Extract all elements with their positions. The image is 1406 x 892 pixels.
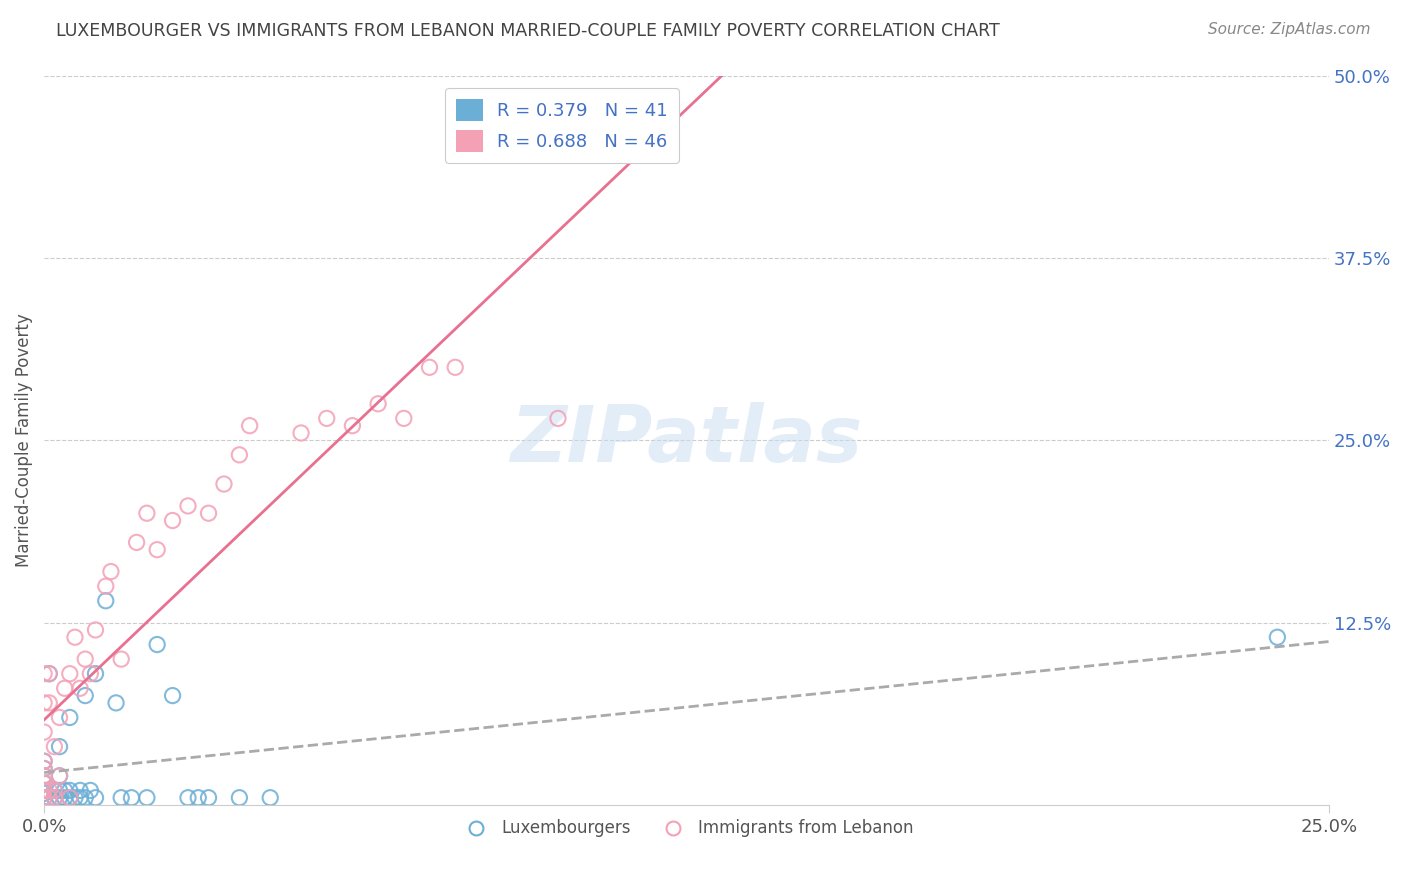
Point	[110, 652, 132, 666]
Point	[38, 790, 60, 805]
Point	[69, 790, 91, 805]
Point	[63, 790, 86, 805]
Point	[32, 754, 55, 768]
Point	[48, 710, 70, 724]
Text: ZIPatlas: ZIPatlas	[510, 402, 862, 478]
Point	[392, 411, 415, 425]
Point	[59, 790, 82, 805]
Point	[44, 783, 66, 797]
Point	[48, 769, 70, 783]
Point	[135, 790, 157, 805]
Point	[48, 769, 70, 783]
Point	[63, 630, 86, 644]
Point	[125, 535, 148, 549]
Text: LUXEMBOURGER VS IMMIGRANTS FROM LEBANON MARRIED-COUPLE FAMILY POVERTY CORRELATIO: LUXEMBOURGER VS IMMIGRANTS FROM LEBANON …	[56, 22, 1000, 40]
Point	[162, 689, 184, 703]
Point	[38, 783, 60, 797]
Point	[197, 790, 219, 805]
Point	[418, 360, 440, 375]
Point	[177, 499, 200, 513]
Point	[94, 593, 117, 607]
Point	[32, 696, 55, 710]
Point	[32, 666, 55, 681]
Point	[79, 666, 101, 681]
Point	[48, 783, 70, 797]
Point	[84, 666, 107, 681]
Point	[84, 790, 107, 805]
Point	[32, 776, 55, 790]
Point	[32, 786, 55, 800]
Point	[69, 681, 91, 696]
Point	[367, 397, 389, 411]
Point	[146, 638, 169, 652]
Point	[32, 754, 55, 768]
Point	[105, 696, 128, 710]
Point	[135, 506, 157, 520]
Point	[75, 652, 97, 666]
Point	[547, 411, 569, 425]
Point	[187, 790, 209, 805]
Point	[44, 783, 66, 797]
Point	[75, 790, 97, 805]
Point	[228, 448, 250, 462]
Legend: Luxembourgers, Immigrants from Lebanon: Luxembourgers, Immigrants from Lebanon	[453, 813, 920, 844]
Point	[48, 790, 70, 805]
Point	[44, 739, 66, 754]
Point	[290, 425, 312, 440]
Point	[32, 725, 55, 739]
Point	[315, 411, 337, 425]
Point	[75, 689, 97, 703]
Point	[228, 790, 250, 805]
Point	[79, 783, 101, 797]
Point	[94, 579, 117, 593]
Point	[32, 783, 55, 797]
Point	[177, 790, 200, 805]
Point	[59, 666, 82, 681]
Point	[32, 776, 55, 790]
Point	[53, 783, 76, 797]
Point	[32, 790, 55, 805]
Point	[59, 790, 82, 805]
Point	[84, 623, 107, 637]
Point	[239, 418, 262, 433]
Point	[100, 565, 122, 579]
Point	[48, 739, 70, 754]
Point	[197, 506, 219, 520]
Point	[38, 666, 60, 681]
Point	[32, 769, 55, 783]
Point	[53, 681, 76, 696]
Point	[32, 762, 55, 776]
Point	[38, 666, 60, 681]
Point	[121, 790, 143, 805]
Point	[44, 790, 66, 805]
Point	[32, 769, 55, 783]
Point	[146, 542, 169, 557]
Point	[32, 783, 55, 797]
Point	[212, 477, 235, 491]
Point	[59, 783, 82, 797]
Point	[32, 762, 55, 776]
Point	[38, 790, 60, 805]
Point	[342, 418, 364, 433]
Point	[32, 790, 55, 805]
Point	[69, 783, 91, 797]
Point	[162, 514, 184, 528]
Point	[38, 696, 60, 710]
Point	[53, 790, 76, 805]
Point	[444, 360, 467, 375]
Point	[110, 790, 132, 805]
Point	[259, 790, 281, 805]
Y-axis label: Married-Couple Family Poverty: Married-Couple Family Poverty	[15, 313, 32, 567]
Point	[59, 710, 82, 724]
Text: Source: ZipAtlas.com: Source: ZipAtlas.com	[1208, 22, 1371, 37]
Point	[1267, 630, 1289, 644]
Point	[44, 790, 66, 805]
